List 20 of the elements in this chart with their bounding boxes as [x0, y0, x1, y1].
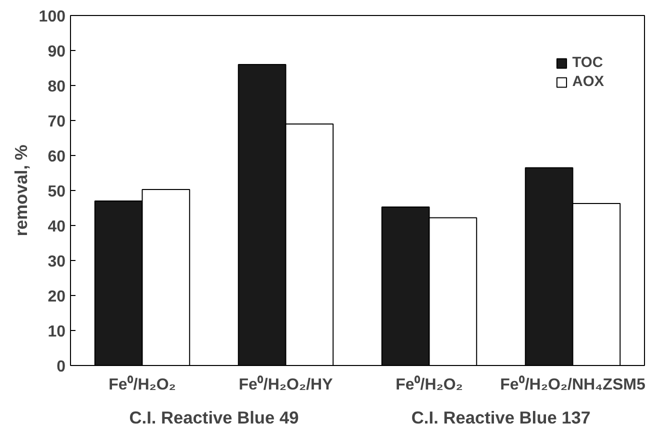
y-tick-label: 50 [48, 184, 66, 200]
y-tick-label: 0 [56, 358, 66, 376]
y-axis-title: removal, % [10, 144, 31, 236]
y-tick-label: 30 [48, 254, 66, 270]
text: C.I. Reactive Blue 137 [411, 408, 591, 428]
y-tick-label: 80 [48, 78, 66, 96]
x-tick-label: Fe⁰/H₂O₂ [108, 376, 176, 394]
y-tick-label: 10 [48, 324, 66, 340]
y-tick-label: 60 [48, 148, 66, 166]
y-tick-label: 20 [48, 288, 66, 306]
x-tick-label: Fe⁰/H₂O₂/HY [238, 376, 334, 394]
y-tick-label: 90 [48, 44, 66, 60]
legend-label: TOC [572, 55, 603, 71]
legend-label: AOX [572, 74, 604, 90]
x-tick-label: Fe⁰/H₂O₂ [396, 376, 463, 394]
x-tick-label: Fe⁰/H₂O₂/NH₄ZSM5 [500, 376, 646, 394]
text: C.I. Reactive Blue 49 [129, 408, 299, 428]
y-tick-label: 100 [38, 8, 66, 26]
y-tick-label: 40 [48, 218, 66, 236]
y-tick-label: 70 [48, 114, 66, 130]
